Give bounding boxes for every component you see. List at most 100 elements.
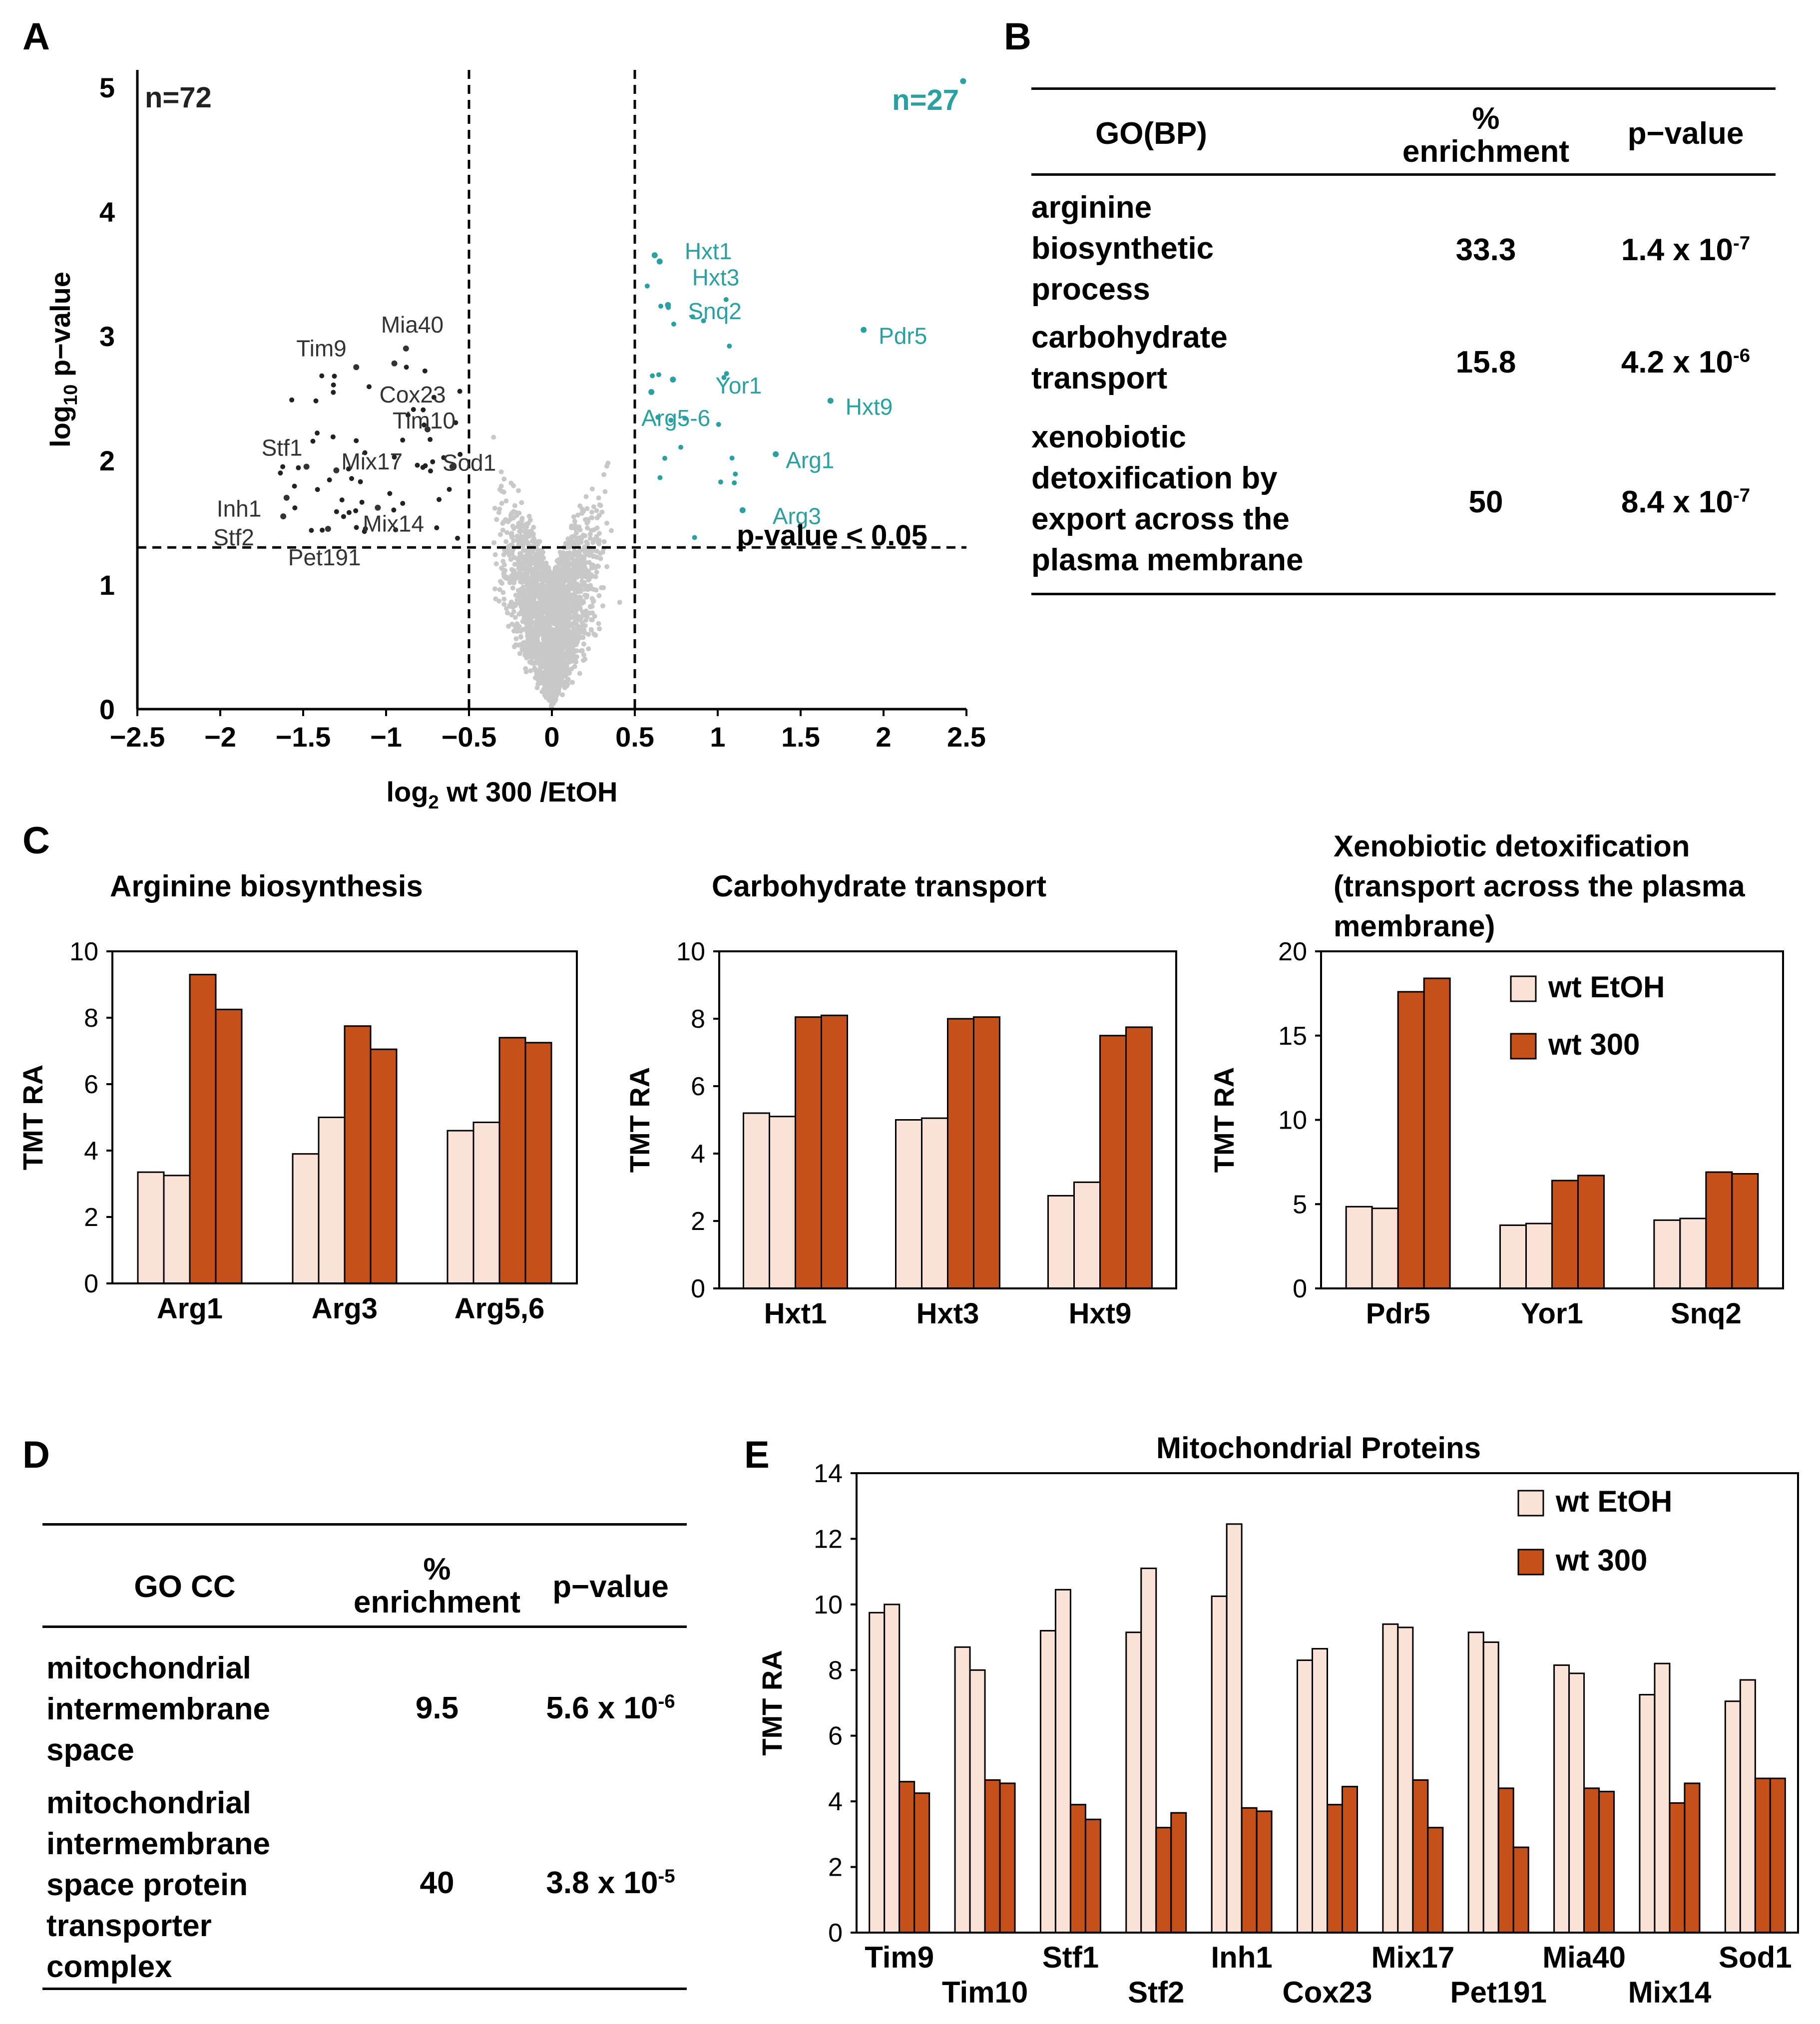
background-point <box>492 552 498 557</box>
background-point <box>520 548 526 553</box>
y-tick-label: 15 <box>1278 1022 1307 1051</box>
bar <box>137 1171 165 1284</box>
legend-swatch <box>1510 975 1537 1002</box>
y-tick-label: 6 <box>691 1072 705 1101</box>
background-point <box>589 627 594 633</box>
y-tick-label: 4 <box>691 1140 705 1169</box>
bar <box>795 1016 822 1289</box>
background-point <box>587 536 593 541</box>
bar <box>1731 1173 1759 1289</box>
y-tick-label: 8 <box>828 1656 843 1685</box>
category-label: Mia40 <box>1542 1941 1626 1974</box>
background-point <box>590 610 595 616</box>
background-point <box>500 590 506 595</box>
background-point <box>515 488 521 493</box>
table-row-term: mitochondrial intermembrane space <box>46 1651 270 1767</box>
category-label: Hxt1 <box>764 1297 827 1330</box>
background-point <box>570 680 575 685</box>
bar <box>1099 1035 1127 1289</box>
bar <box>189 974 217 1284</box>
background-point <box>528 668 533 674</box>
background-point <box>604 520 610 526</box>
bar <box>913 1792 930 1934</box>
bar <box>1155 1827 1172 1934</box>
y-axis-label: TMT RA <box>1208 1067 1240 1173</box>
y-tick-label: 12 <box>814 1525 843 1554</box>
y-tick-label: 10 <box>676 937 705 966</box>
category-label: Yor1 <box>1521 1297 1583 1330</box>
y-tick-label: 6 <box>84 1070 98 1099</box>
category-label: Pet191 <box>1450 1976 1546 2009</box>
background-point <box>519 515 525 521</box>
bar <box>1345 1206 1373 1289</box>
table-row-enrichment: 40 <box>420 1866 455 1900</box>
bar <box>1327 1804 1343 1934</box>
background-point <box>591 631 597 637</box>
table-row-p-value: 3.8 x 10-5 <box>546 1865 675 1900</box>
chart-carbohydrate-transport: 0 2 4 6 8 10 Hxt1 Hxt3 Hxt9 TMT RA Carbohydrate tr… <box>624 869 1177 1330</box>
panel-label-d: D <box>22 1434 50 1476</box>
bar <box>498 1037 526 1284</box>
bar <box>769 1116 796 1289</box>
background-point <box>504 530 510 535</box>
y-tick-label: 2 <box>691 1207 705 1236</box>
y-tick-label: 0 <box>828 1919 843 1948</box>
background-point <box>590 554 596 559</box>
bar <box>821 1014 848 1289</box>
bar <box>1342 1786 1358 1934</box>
bar <box>1754 1777 1771 1934</box>
bar <box>1482 1641 1499 1934</box>
bar <box>1073 1181 1101 1289</box>
bar <box>1397 1626 1414 1934</box>
y-tick-label: 0 <box>1293 1274 1307 1303</box>
y-tick-label: 6 <box>828 1722 843 1751</box>
y-axis-label: TMT RA <box>624 1067 655 1173</box>
background-point <box>509 621 515 627</box>
category-label: Arg1 <box>157 1292 223 1325</box>
header-go-cc: GO CC <box>134 1570 236 1604</box>
bar <box>1577 1175 1605 1289</box>
bar <box>370 1048 398 1284</box>
bar <box>1679 1217 1707 1289</box>
bar <box>318 1117 346 1284</box>
background-point <box>584 525 590 531</box>
background-point <box>531 524 536 530</box>
chart-title: Arginine biosynthesis <box>110 869 423 903</box>
bar <box>1427 1827 1444 1934</box>
bar <box>1412 1779 1429 1934</box>
go-cc-table: GO CC % enrichment p−value mitochondrial i… <box>42 1523 687 2003</box>
y-tick-label: 14 <box>814 1459 843 1488</box>
bar <box>1705 1171 1733 1289</box>
bar <box>973 1016 1000 1289</box>
category-label: Arg5,6 <box>455 1292 545 1325</box>
legend-swatch <box>1517 1549 1544 1576</box>
bar <box>1125 1026 1153 1289</box>
bar <box>1297 1659 1313 1934</box>
y-axis-label: TMT RA <box>17 1065 48 1171</box>
bar <box>1423 977 1451 1289</box>
panel-label-a: A <box>22 15 50 58</box>
background-point <box>591 504 596 509</box>
background-point <box>586 646 591 652</box>
background-point <box>497 587 502 592</box>
background-point <box>597 626 602 632</box>
chart-title-line: Xenobiotic detoxification <box>1334 829 1690 863</box>
bar <box>1312 1648 1328 1934</box>
bar <box>1583 1787 1600 1934</box>
background-point <box>577 671 582 676</box>
chart-arginine-biosynthesis: 0 2 4 6 8 10 Arg1 Arg3 Arg5,6 TMT RA Arginine bios… <box>17 869 578 1325</box>
category-label: Arg3 <box>312 1292 378 1325</box>
background-point <box>604 564 610 569</box>
bar <box>1724 1700 1741 1934</box>
bar <box>1653 1219 1681 1289</box>
bar <box>472 1121 500 1284</box>
category-label: Mix17 <box>1371 1941 1454 1974</box>
background-point <box>496 598 502 604</box>
legend-label: wt 300 <box>1555 1544 1647 1577</box>
bar <box>1553 1664 1570 1934</box>
background-point <box>579 620 585 626</box>
background-point <box>509 551 515 557</box>
category-label: Tim10 <box>942 1976 1028 2009</box>
y-tick-label: 4 <box>84 1137 98 1166</box>
background-point <box>601 539 607 544</box>
